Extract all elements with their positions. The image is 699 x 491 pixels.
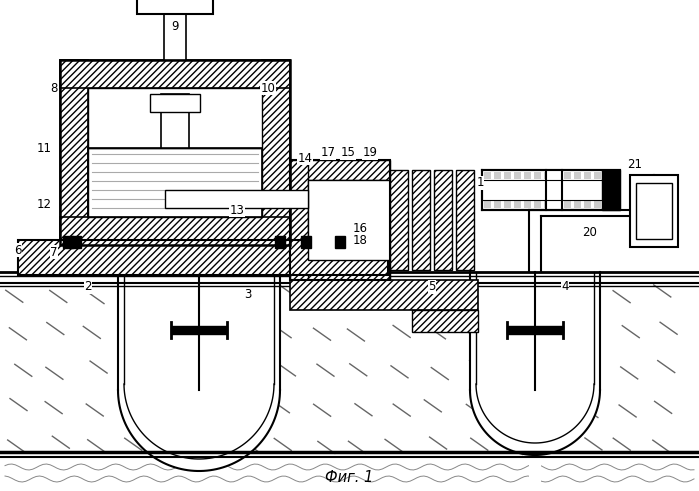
Bar — [161, 94, 189, 148]
Bar — [494, 201, 501, 208]
Bar — [584, 201, 591, 208]
Bar — [564, 201, 571, 208]
Bar — [390, 170, 408, 270]
Bar — [514, 172, 521, 179]
Bar — [290, 160, 308, 280]
Bar — [308, 180, 390, 260]
Bar — [165, 190, 308, 208]
Bar — [88, 148, 262, 217]
Bar — [137, 0, 213, 14]
Text: 15: 15 — [340, 146, 355, 160]
Bar — [60, 217, 290, 245]
Bar — [544, 201, 551, 208]
Bar — [604, 201, 611, 208]
Bar — [546, 170, 562, 210]
Bar — [484, 201, 491, 208]
Text: 1: 1 — [476, 176, 484, 190]
Text: 16: 16 — [352, 221, 368, 235]
Bar — [412, 170, 430, 270]
Bar — [71, 236, 81, 248]
Bar — [524, 201, 531, 208]
Text: 6: 6 — [14, 244, 22, 256]
Text: 8: 8 — [50, 82, 58, 94]
Bar — [594, 201, 601, 208]
Bar — [514, 201, 521, 208]
Bar — [636, 183, 672, 239]
Bar — [544, 172, 551, 179]
Text: 17: 17 — [321, 146, 336, 160]
Bar — [602, 170, 620, 210]
Bar — [18, 240, 388, 275]
Text: 14: 14 — [298, 152, 312, 164]
Bar — [88, 148, 262, 217]
Bar — [412, 310, 478, 332]
Text: 18: 18 — [352, 234, 368, 246]
Bar — [150, 94, 200, 112]
Bar — [290, 260, 390, 280]
Bar — [88, 88, 262, 148]
Text: 9: 9 — [171, 20, 179, 32]
Bar — [63, 236, 73, 248]
Bar — [504, 172, 511, 179]
Bar — [335, 236, 345, 248]
Bar — [534, 172, 541, 179]
Text: 12: 12 — [36, 198, 52, 212]
Text: 20: 20 — [582, 226, 598, 240]
Bar — [574, 201, 581, 208]
Bar — [60, 60, 290, 245]
Text: 4: 4 — [561, 280, 569, 294]
Bar — [494, 172, 501, 179]
Bar — [275, 236, 285, 248]
Bar — [164, 14, 186, 60]
Text: 5: 5 — [428, 280, 435, 294]
Text: 2: 2 — [85, 280, 92, 294]
Bar — [504, 201, 511, 208]
Bar — [564, 172, 571, 179]
Bar — [262, 60, 290, 245]
Text: 3: 3 — [245, 289, 252, 301]
Polygon shape — [470, 272, 600, 455]
Bar — [529, 272, 541, 482]
Bar — [434, 170, 452, 270]
Text: Фиг. 1: Фиг. 1 — [325, 470, 373, 486]
Bar — [524, 172, 531, 179]
Bar — [290, 280, 478, 310]
Text: 10: 10 — [261, 82, 275, 94]
Bar — [290, 160, 390, 280]
Text: 13: 13 — [229, 203, 245, 217]
Bar — [574, 172, 581, 179]
Bar — [594, 172, 601, 179]
Bar — [171, 326, 227, 334]
Bar — [60, 60, 88, 245]
Bar — [456, 170, 474, 270]
Bar — [584, 172, 591, 179]
Text: 19: 19 — [363, 146, 377, 160]
Bar — [0, 283, 699, 452]
Bar — [630, 175, 678, 247]
Bar — [554, 172, 561, 179]
Bar — [554, 201, 561, 208]
Bar — [301, 236, 311, 248]
Bar — [604, 172, 611, 179]
Text: 7: 7 — [50, 246, 58, 258]
Text: 11: 11 — [36, 141, 52, 155]
Bar — [60, 60, 290, 88]
Polygon shape — [118, 272, 280, 471]
Bar — [484, 172, 491, 179]
Bar — [534, 201, 541, 208]
Bar — [290, 160, 390, 180]
Bar — [482, 170, 620, 210]
Bar — [507, 326, 563, 334]
Text: 21: 21 — [628, 159, 642, 171]
